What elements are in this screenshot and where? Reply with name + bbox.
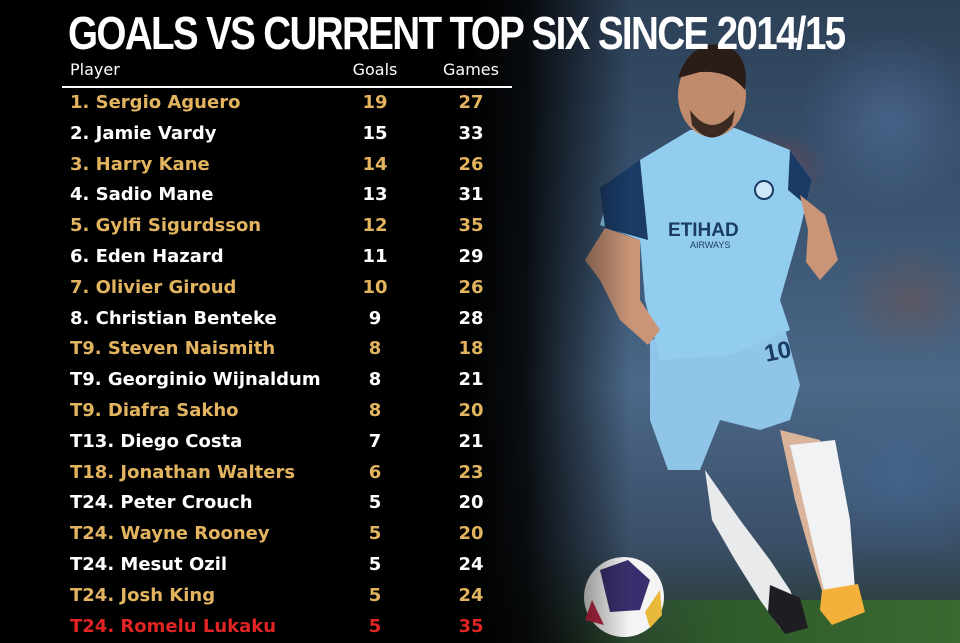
page-title: GOALS VS CURRENT TOP SIX SINCE 2014/15 bbox=[68, 7, 846, 59]
table-row: 4. Sadio Mane 13 31 bbox=[68, 180, 512, 211]
games-value: 26 bbox=[458, 276, 484, 298]
player-name: 3. Harry Kane bbox=[70, 153, 210, 175]
player-name: 5. Gylfi Sigurdsson bbox=[70, 215, 262, 237]
games-value: 21 bbox=[458, 430, 484, 452]
table-row: T13. Diego Costa 7 21 bbox=[68, 427, 512, 458]
player-name: T13. Diego Costa bbox=[70, 430, 243, 452]
table-header: Player Goals Games bbox=[68, 60, 512, 84]
table-row: T24. Mesut Ozil 5 24 bbox=[68, 550, 512, 581]
photo-fade bbox=[470, 0, 630, 643]
table-row: 8. Christian Benteke 9 28 bbox=[68, 304, 512, 335]
games-value: 33 bbox=[458, 122, 484, 144]
goals-value: 12 bbox=[362, 215, 388, 237]
player-name: T9. Steven Naismith bbox=[70, 338, 276, 360]
player-name: 2. Jamie Vardy bbox=[70, 122, 217, 144]
goals-value: 13 bbox=[362, 184, 388, 206]
svg-text:10: 10 bbox=[762, 336, 794, 368]
table-row: 2. Jamie Vardy 15 33 bbox=[68, 119, 512, 150]
player-name: 4. Sadio Mane bbox=[70, 184, 214, 206]
goals-value: 9 bbox=[368, 307, 382, 329]
table-row: T24. Peter Crouch 5 20 bbox=[68, 488, 512, 519]
goals-value: 8 bbox=[368, 338, 382, 360]
goals-value: 5 bbox=[368, 523, 382, 545]
player-name: 8. Christian Benteke bbox=[70, 307, 277, 329]
goals-value: 8 bbox=[368, 399, 382, 421]
player-name: T18. Jonathan Walters bbox=[70, 461, 296, 483]
games-value: 24 bbox=[458, 584, 484, 606]
goals-value: 8 bbox=[368, 369, 382, 391]
games-value: 26 bbox=[458, 153, 484, 175]
player-name: 6. Eden Hazard bbox=[70, 245, 224, 267]
games-value: 18 bbox=[458, 338, 484, 360]
games-value: 35 bbox=[458, 215, 484, 237]
player-name: T24. Josh King bbox=[70, 584, 216, 606]
player-name: 7. Olivier Giroud bbox=[70, 276, 237, 298]
games-value: 24 bbox=[458, 553, 484, 575]
svg-text:ETIHAD: ETIHAD bbox=[668, 220, 739, 241]
games-value: 27 bbox=[458, 92, 484, 113]
table-row: T24. Wayne Rooney 5 20 bbox=[68, 519, 512, 550]
games-value: 20 bbox=[458, 492, 484, 514]
table-row: T18. Jonathan Walters 6 23 bbox=[68, 458, 512, 489]
goals-value: 14 bbox=[362, 153, 388, 175]
games-value: 35 bbox=[458, 615, 484, 637]
games-value: 29 bbox=[458, 245, 484, 267]
table-row: T9. Steven Naismith 8 18 bbox=[68, 334, 512, 365]
games-value: 21 bbox=[458, 369, 484, 391]
player-name: T24. Wayne Rooney bbox=[70, 523, 270, 545]
table-row: 1. Sergio Aguero 19 27 bbox=[68, 88, 512, 119]
table-row: T9. Diafra Sakho 8 20 bbox=[68, 396, 512, 427]
svg-text:AIRWAYS: AIRWAYS bbox=[690, 240, 730, 250]
header-divider bbox=[62, 86, 512, 88]
games-value: 23 bbox=[458, 461, 484, 483]
column-header-goals: Goals bbox=[352, 60, 398, 79]
column-header-player: Player bbox=[70, 60, 120, 79]
goals-value: 5 bbox=[368, 584, 382, 606]
table-row: T9. Georginio Wijnaldum 8 21 bbox=[68, 365, 512, 396]
player-name: T9. Georginio Wijnaldum bbox=[70, 369, 321, 391]
goals-value: 5 bbox=[368, 492, 382, 514]
games-value: 28 bbox=[458, 307, 484, 329]
player-name: T9. Diafra Sakho bbox=[70, 399, 239, 421]
table-row: 3. Harry Kane 14 26 bbox=[68, 150, 512, 181]
goals-value: 5 bbox=[368, 615, 382, 637]
goals-value: 5 bbox=[368, 553, 382, 575]
table-row: 7. Olivier Giroud 10 26 bbox=[68, 273, 512, 304]
goals-value: 6 bbox=[368, 461, 382, 483]
table-row: 6. Eden Hazard 11 29 bbox=[68, 242, 512, 273]
goals-value: 11 bbox=[362, 245, 388, 267]
player-name: T24. Romelu Lukaku bbox=[70, 615, 277, 637]
goals-value: 10 bbox=[362, 276, 388, 298]
goals-value: 15 bbox=[362, 122, 388, 144]
stats-table: 1. Sergio Aguero 19 27 2. Jamie Vardy 15 33 3.… bbox=[68, 88, 512, 642]
player-name: T24. Peter Crouch bbox=[70, 492, 253, 514]
table-row: T24. Josh King 5 24 bbox=[68, 581, 512, 612]
column-header-games: Games bbox=[443, 60, 499, 79]
goals-value: 7 bbox=[368, 430, 382, 452]
games-value: 20 bbox=[458, 399, 484, 421]
player-name: 1. Sergio Aguero bbox=[70, 92, 241, 113]
games-value: 20 bbox=[458, 523, 484, 545]
games-value: 31 bbox=[458, 184, 484, 206]
table-row: T24. Romelu Lukaku 5 35 bbox=[68, 612, 512, 643]
goals-value: 19 bbox=[362, 92, 388, 113]
player-name: T24. Mesut Ozil bbox=[70, 553, 228, 575]
table-row: 5. Gylfi Sigurdsson 12 35 bbox=[68, 211, 512, 242]
